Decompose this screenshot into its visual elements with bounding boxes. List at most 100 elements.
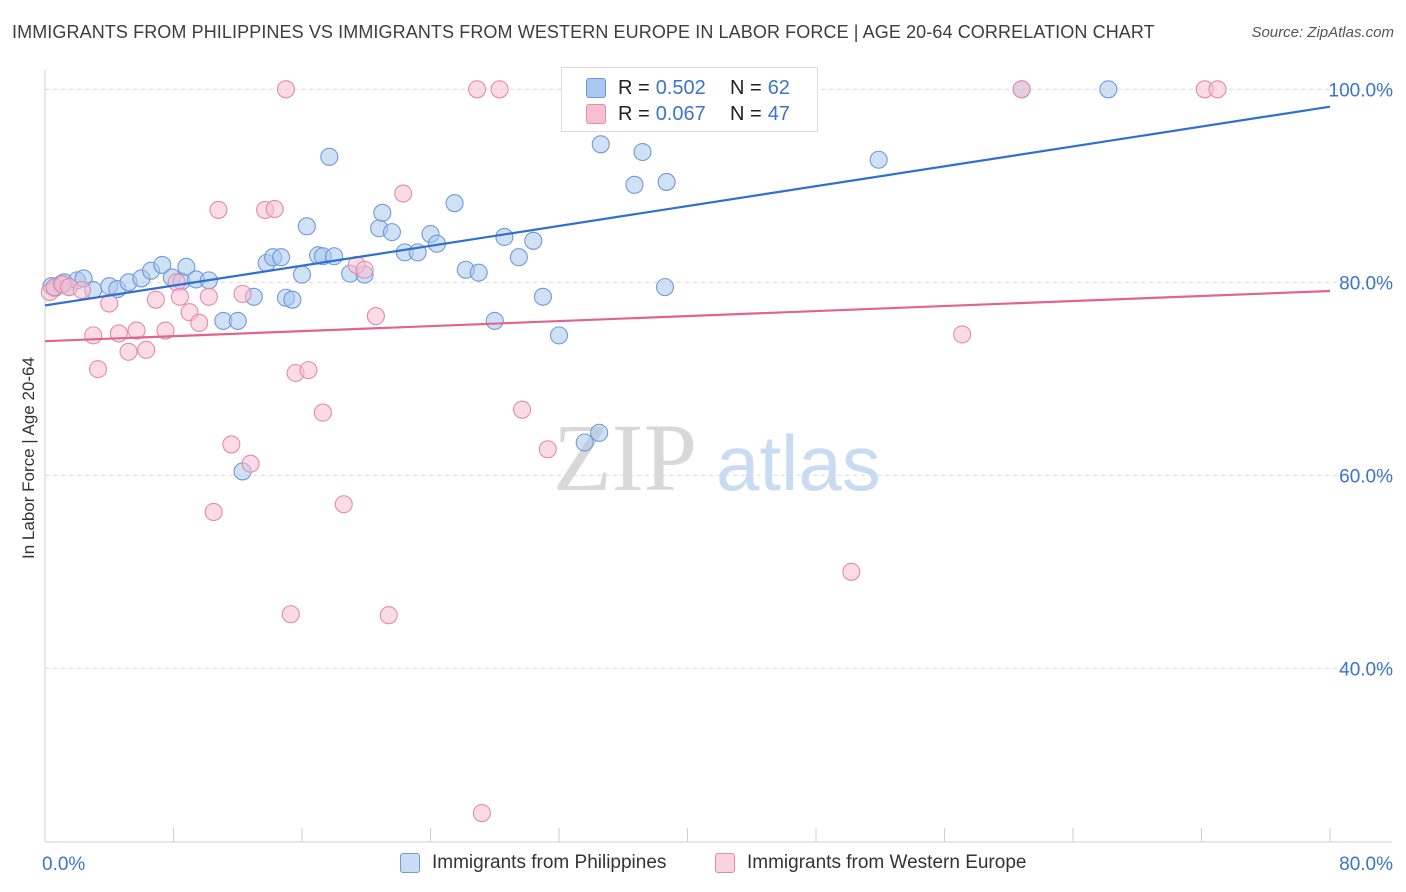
watermark-atlas: atlas — [716, 419, 881, 507]
legend-n-label: N = — [730, 76, 762, 99]
point-western-europe — [199, 287, 218, 306]
watermark: ZIP atlas — [553, 404, 881, 511]
point-western-europe — [190, 313, 209, 332]
series-legend-western-europe: Immigrants from Western Europe — [715, 852, 1026, 874]
legend-n-value: 62 — [767, 76, 790, 99]
point-philippines — [320, 147, 339, 166]
point-philippines — [533, 287, 552, 306]
point-western-europe — [334, 495, 353, 514]
point-philippines — [1099, 80, 1118, 99]
trend-lines — [44, 105, 1331, 343]
chart-title: IMMIGRANTS FROM PHILIPPINES VS IMMIGRANT… — [12, 22, 1155, 42]
point-western-europe — [1012, 80, 1031, 99]
stats-legend: R = 0.502 N = 62 R = 0.067 N = 47 — [561, 67, 818, 132]
point-western-europe — [204, 502, 223, 522]
point-western-europe — [88, 360, 108, 379]
point-philippines — [382, 223, 402, 242]
point-western-europe — [265, 199, 284, 219]
legend-swatch-western-europe — [586, 104, 606, 124]
point-western-europe — [209, 200, 228, 219]
point-philippines — [575, 433, 594, 452]
legend-r-value: 0.502 — [655, 76, 706, 99]
point-western-europe — [379, 606, 398, 625]
point-western-europe — [100, 294, 119, 313]
point-western-europe — [137, 340, 156, 359]
y-tick-label: 80.0% — [1339, 273, 1393, 294]
legend-n-label: N = — [730, 102, 762, 125]
point-western-europe — [170, 287, 189, 306]
point-western-europe — [241, 454, 260, 473]
point-philippines — [272, 248, 291, 267]
series-swatch-philippines — [400, 853, 420, 873]
y-tick-label: 60.0% — [1339, 466, 1393, 487]
series-label-western-europe: Immigrants from Western Europe — [747, 852, 1027, 873]
point-philippines — [591, 135, 610, 154]
point-philippines — [283, 290, 302, 309]
point-philippines — [549, 326, 569, 345]
x-tick-label: 0.0% — [42, 854, 85, 875]
point-philippines — [495, 227, 514, 246]
point-western-europe — [313, 403, 332, 422]
x-tick-label: 80.0% — [1339, 854, 1393, 875]
legend-r-value: 0.067 — [655, 102, 706, 125]
point-philippines — [509, 248, 528, 267]
point-western-europe — [468, 80, 487, 99]
point-western-europe — [233, 284, 252, 303]
point-philippines — [590, 423, 609, 442]
series-swatch-western-europe — [715, 853, 735, 873]
point-western-europe — [222, 435, 241, 454]
point-philippines — [445, 194, 464, 213]
point-philippines — [153, 255, 172, 274]
point-western-europe — [472, 803, 491, 823]
point-western-europe — [513, 400, 532, 419]
point-western-europe — [276, 80, 295, 99]
y-tick-label: 100.0% — [1329, 80, 1394, 101]
point-western-europe — [1208, 80, 1227, 99]
legend-r-label: R = — [618, 102, 650, 125]
point-western-europe — [953, 325, 972, 344]
series-label-philippines: Immigrants from Philippines — [432, 852, 667, 873]
point-philippines — [228, 311, 247, 330]
series-legend: Immigrants from Philippines Immigrants f… — [0, 852, 1406, 878]
point-western-europe — [490, 80, 509, 99]
watermark-zip: ZIP — [553, 404, 697, 511]
point-western-europe — [281, 605, 300, 624]
point-western-europe — [394, 184, 413, 203]
point-philippines — [177, 257, 196, 276]
point-philippines — [373, 203, 392, 222]
point-philippines — [625, 175, 644, 194]
point-philippines — [292, 265, 312, 284]
point-western-europe — [299, 361, 318, 380]
point-western-europe — [156, 321, 175, 340]
legend-swatch-philippines — [586, 78, 606, 98]
legend-row-western-europe: R = 0.067 N = 47 — [586, 102, 790, 126]
point-philippines — [297, 217, 316, 236]
axis-labels: 100.0% 80.0% 60.0% 40.0% 0.0% 80.0% — [42, 80, 1393, 875]
point-western-europe — [538, 440, 557, 459]
point-philippines — [485, 311, 504, 330]
legend-row-philippines: R = 0.502 N = 62 — [586, 76, 790, 100]
point-philippines — [524, 231, 543, 250]
point-philippines — [657, 172, 676, 191]
point-western-europe — [146, 290, 165, 309]
point-western-europe — [355, 260, 374, 279]
point-western-europe — [72, 280, 91, 300]
y-axis-title: In Labor Force | Age 20-64 — [19, 357, 38, 559]
point-philippines — [633, 142, 652, 162]
point-western-europe — [119, 342, 138, 361]
point-western-europe — [366, 307, 385, 326]
source-note: Source: ZipAtlas.com — [1251, 24, 1394, 41]
point-western-europe — [842, 562, 861, 581]
point-western-europe — [127, 321, 146, 340]
legend-n-value: 47 — [767, 102, 790, 125]
point-philippines — [869, 150, 888, 169]
axes — [44, 70, 1392, 843]
point-philippines — [655, 278, 675, 297]
y-tick-label: 40.0% — [1339, 659, 1393, 680]
trend-line-philippines — [44, 105, 1331, 307]
point-western-europe — [84, 326, 103, 345]
point-philippines — [469, 263, 488, 282]
trend-line-western-europe — [44, 289, 1331, 343]
legend-r-label: R = — [618, 76, 650, 99]
